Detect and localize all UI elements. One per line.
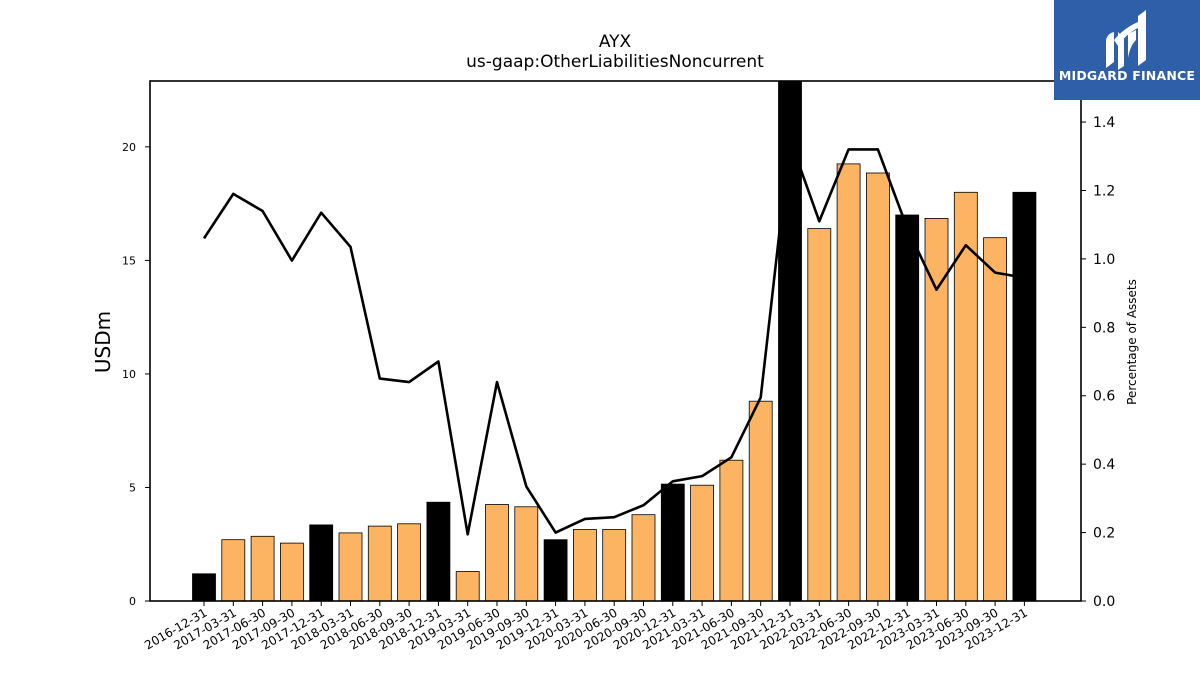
- y2-tick-label: 0.2: [1093, 526, 1115, 542]
- percentage-line: [202, 137, 1025, 536]
- y2-tick-label: 0.6: [1093, 389, 1115, 405]
- bar-2019-09-30: [514, 506, 539, 602]
- bar-2022-12-31: [895, 214, 920, 602]
- bar-layer: [192, 80, 1037, 602]
- y-tick-label: 10: [122, 368, 136, 381]
- bar-2023-09-30: [983, 237, 1007, 602]
- bar-2020-09-30: [631, 514, 656, 602]
- y2-tick-label: 1.2: [1093, 183, 1115, 199]
- bar-2017-06-30: [250, 535, 275, 602]
- brand-name: MIDGARD FINANCE: [1058, 68, 1196, 83]
- bar-2021-03-31: [690, 484, 714, 602]
- bar-2017-03-31: [221, 539, 246, 602]
- bar-2017-09-30: [279, 542, 304, 602]
- bar-2020-12-31: [660, 483, 685, 602]
- bar-2020-06-30: [602, 529, 627, 602]
- y2-tick-label: 1.4: [1093, 115, 1115, 131]
- bar-2018-03-31: [338, 532, 363, 602]
- chart-title: AYX: [598, 32, 632, 52]
- bar-2019-06-30: [485, 504, 509, 602]
- bar-2019-12-31: [543, 539, 568, 602]
- bar-2023-12-31: [1012, 191, 1037, 602]
- y-tick-label: 20: [122, 141, 136, 154]
- midgard-logo-icon: [1106, 10, 1146, 70]
- bar-2022-09-30: [866, 172, 890, 602]
- bar-2020-03-31: [573, 529, 597, 602]
- bar-2018-09-30: [397, 523, 422, 602]
- bar-2021-09-30: [748, 400, 773, 602]
- y-tick-label: 5: [129, 481, 136, 494]
- bar-2021-06-30: [719, 459, 744, 602]
- bar-2018-06-30: [367, 525, 392, 602]
- bar-2017-12-31: [309, 524, 334, 602]
- plot-frame: [149, 80, 1082, 602]
- y2-tick-label: 0.4: [1093, 457, 1115, 473]
- y-axis-label: USDm: [91, 311, 115, 373]
- y2-tick-label: 0.8: [1093, 320, 1115, 336]
- brand-logo: MIDGARD FINANCE: [1054, 0, 1200, 100]
- bar-2022-03-31: [807, 228, 832, 602]
- y-tick-label: 15: [122, 254, 136, 267]
- line-layer: [202, 137, 1025, 536]
- y2-tick-label: 1.0: [1093, 252, 1115, 268]
- bar-2016-12-31: [192, 573, 216, 602]
- bar-2022-06-30: [836, 163, 861, 602]
- y2-tick-label: 0.0: [1093, 594, 1115, 610]
- bar-2018-12-31: [426, 501, 451, 602]
- y2-axis-label: Percentage of Assets: [1125, 279, 1139, 405]
- y-tick-label: 0: [129, 595, 136, 608]
- bar-2019-03-31: [455, 571, 480, 602]
- chart-subtitle: us-gaap:OtherLiabilitiesNoncurrent: [466, 52, 764, 72]
